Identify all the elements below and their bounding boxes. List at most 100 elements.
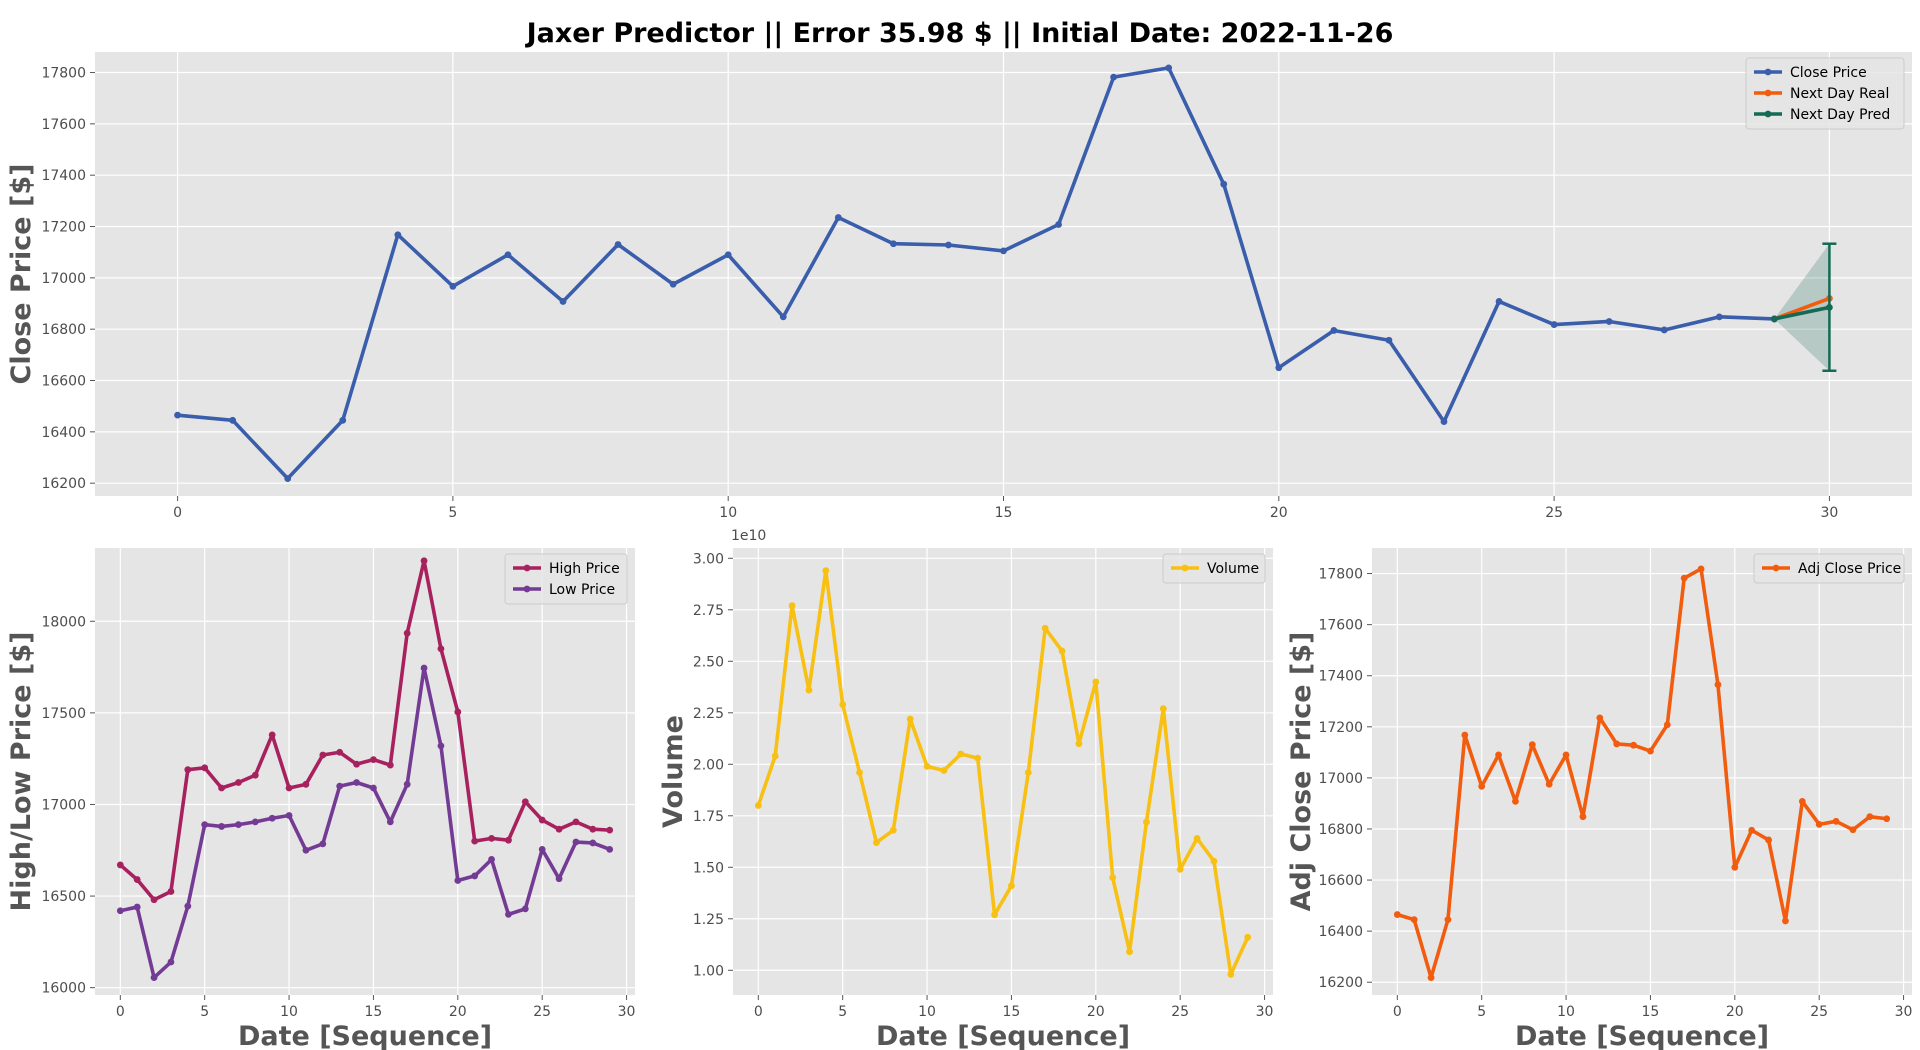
data-point [1765, 836, 1772, 844]
data-point [940, 767, 948, 774]
data-point [1748, 826, 1756, 834]
y-tick-label: 16500 [41, 889, 86, 905]
data-point [1663, 721, 1671, 729]
x-tick-label: 20 [1726, 1004, 1744, 1020]
data-point [1832, 817, 1840, 825]
legend-label: Low Price [549, 582, 615, 598]
y-tick-label: 16800 [41, 322, 86, 338]
data-point [1244, 933, 1252, 941]
y-tick-label: 16200 [41, 476, 86, 492]
data-point [606, 845, 614, 853]
data-point [572, 838, 580, 846]
data-point [1528, 741, 1536, 749]
data-point [285, 812, 293, 819]
y-tick-label: 17200 [41, 220, 86, 236]
x-tick-label: 0 [754, 1004, 763, 1020]
y-tick-label: 17000 [1318, 771, 1363, 787]
data-point [1731, 863, 1739, 871]
y-tick-label: 1.00 [693, 963, 724, 979]
data-point [488, 834, 495, 842]
x-tick-label: 0 [1393, 1004, 1402, 1020]
data-point [1660, 326, 1668, 334]
data-point [284, 475, 292, 482]
legend-label: Next Day Pred [1790, 107, 1890, 123]
data-point [834, 214, 842, 221]
data-point [1680, 574, 1688, 582]
data-point [991, 911, 998, 919]
data-point [184, 766, 192, 774]
data-point [437, 742, 445, 750]
data-point [471, 872, 479, 880]
plot-area [733, 548, 1273, 995]
data-point [302, 846, 310, 854]
data-point [1647, 747, 1654, 755]
data-point [923, 762, 931, 770]
y-tick-label: 1.75 [693, 809, 724, 825]
data-point [555, 875, 563, 883]
x-tick-label: 0 [116, 1004, 125, 1020]
data-point [403, 629, 411, 637]
data-point [1126, 948, 1133, 956]
y-tick-label: 18000 [41, 614, 86, 630]
series-line-1 [1395, 567, 1889, 980]
x-tick-label: 30 [1256, 1004, 1274, 1020]
x-tick-label: 25 [1810, 1004, 1828, 1020]
data-point [251, 818, 259, 826]
y-tick-label: 16200 [1318, 975, 1363, 991]
data-point [1220, 180, 1228, 188]
data-point [957, 750, 965, 758]
data-point [945, 241, 952, 249]
data-point [1579, 813, 1587, 821]
x-tick-label: 30 [1820, 505, 1838, 521]
data-point [906, 715, 914, 723]
data-point [1461, 731, 1469, 739]
x-tick-label: 25 [533, 1004, 551, 1020]
data-point [1495, 298, 1503, 305]
y-tick-label: 2.75 [693, 603, 724, 619]
data-point [1770, 315, 1778, 323]
x-tick-label: 20 [1270, 505, 1288, 521]
data-point [614, 241, 622, 248]
data-point [1782, 917, 1789, 925]
x-tick-label: 30 [1895, 1004, 1913, 1020]
chart-panel-2: 0 5 10 15 20 25 30 16000 16500 17000 17500 18000 Dat… [6, 548, 635, 1050]
data-point [1866, 813, 1874, 821]
legend-label: Next Day Real [1790, 86, 1889, 102]
data-point [1512, 797, 1519, 805]
data-point [559, 298, 567, 305]
data-point [1275, 364, 1283, 372]
y-tick-label: 17600 [41, 117, 86, 133]
data-point [229, 416, 237, 424]
data-point [336, 748, 344, 756]
data-point [1495, 751, 1502, 759]
data-point [1055, 221, 1062, 228]
data-point [251, 771, 259, 779]
y-tick-label: 17800 [1318, 567, 1363, 583]
data-point [1058, 647, 1066, 655]
data-point [218, 784, 225, 792]
y-tick-label: 1.50 [693, 860, 724, 876]
x-tick-label: 25 [1171, 1004, 1189, 1020]
data-point [394, 231, 402, 239]
data-point [201, 764, 209, 772]
data-point [319, 751, 327, 759]
data-point [1596, 714, 1604, 722]
data-point [268, 731, 276, 739]
data-point [353, 760, 360, 768]
data-point [555, 825, 563, 833]
data-point [504, 251, 512, 259]
data-point [1715, 313, 1723, 321]
data-point [370, 784, 377, 792]
legend-marker [1764, 110, 1772, 118]
y-tick-label: 2.50 [693, 654, 724, 670]
data-point [1849, 826, 1857, 834]
data-point [771, 752, 779, 760]
series-line-2 [118, 666, 612, 980]
data-point [420, 557, 428, 565]
chart-panel-3: 0 5 10 15 20 25 30 1.00 1.25 1.50 1.75 2.00 2.25 2.50… [658, 528, 1273, 1050]
y-axis-label: Adj Close Price [$] [1286, 632, 1317, 912]
y-tick-label: 16000 [41, 981, 86, 997]
data-point [268, 814, 276, 822]
y-tick-label: 16800 [1318, 822, 1363, 838]
